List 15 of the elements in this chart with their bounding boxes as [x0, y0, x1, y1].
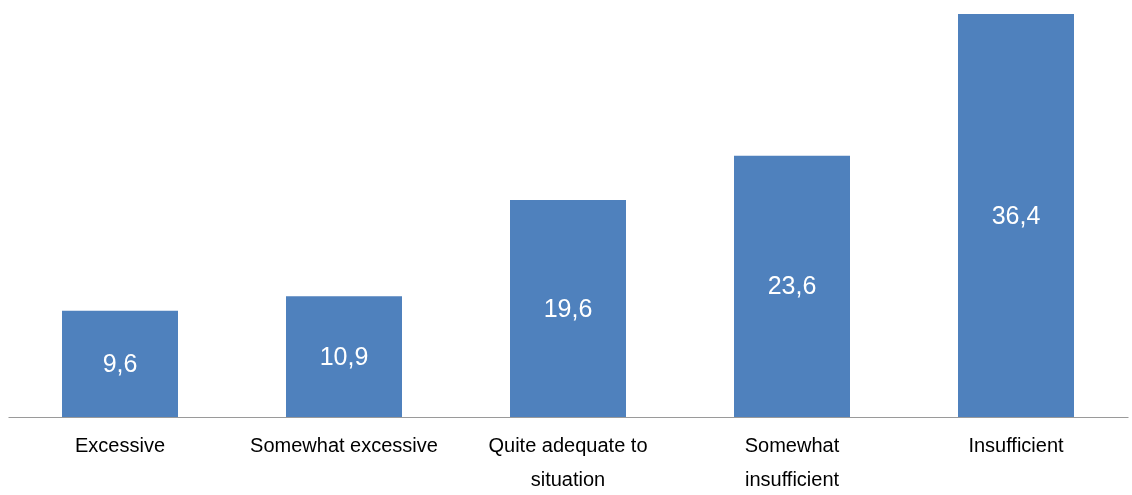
x-tick-label: Somewhat insufficient [744, 433, 840, 490]
data-label: 10,9 [319, 341, 369, 370]
data-label: 9,6 [102, 348, 138, 377]
data-label: 19,6 [543, 293, 593, 322]
data-label: 36,4 [991, 200, 1041, 229]
x-tick-label: Quite adequate to situation [488, 433, 648, 490]
bar [62, 310, 178, 417]
data-label: 23,6 [767, 271, 817, 300]
bar [510, 200, 626, 417]
bar [286, 296, 402, 417]
x-tick-label: Insufficient [968, 433, 1065, 456]
x-tick-label: Somewhat excessive [250, 433, 438, 456]
bar [734, 155, 850, 417]
x-tick-label: Excessive [74, 433, 166, 456]
bar [958, 14, 1074, 417]
